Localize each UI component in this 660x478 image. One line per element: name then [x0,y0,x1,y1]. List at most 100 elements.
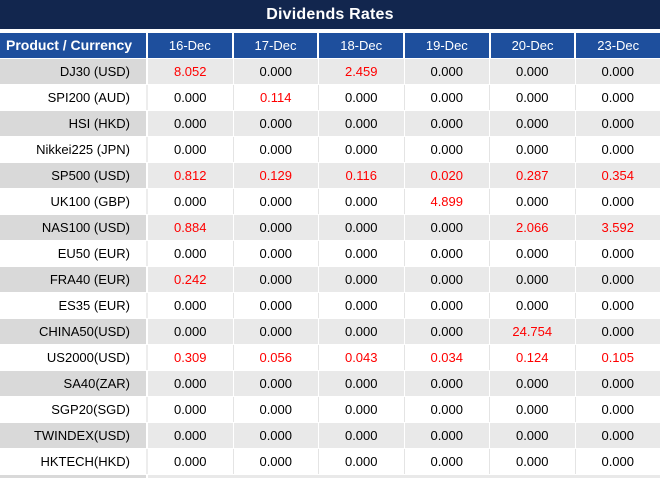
value-cell: 0.000 [490,267,576,292]
value-cell: 0.000 [233,319,319,344]
value-cell: 0.309 [148,345,234,370]
value-cell: 0.000 [148,241,234,266]
value-cell: 3.592 [575,215,660,240]
value-cell: 0.000 [404,241,490,266]
product-cell: US2000(USD) [0,345,148,370]
partial-next-row-product-cell [0,475,148,478]
value-cell: 0.000 [404,137,490,162]
value-cell: 0.000 [148,449,234,474]
table-row: US2000(USD) 0.309 0.056 0.043 0.034 0.124 0.10… [0,345,660,371]
column-header-date: 23-Dec [597,38,640,53]
product-cell: HSI (HKD) [0,111,148,136]
product-cell: DJ30 (USD) [0,59,148,84]
value-cell: 0.000 [319,397,405,422]
value-cell: 0.000 [490,59,576,84]
product-cell: SP500 (USD) [0,163,148,188]
value-cell: 0.000 [404,215,490,240]
value-cell: 0.000 [233,241,319,266]
column-header-date: 16-Dec [148,33,234,58]
value-cell: 0.000 [319,137,405,162]
product-cell: EU50 (EUR) [0,241,148,266]
value-cell: 0.000 [404,85,490,110]
value-cell: 0.000 [490,111,576,136]
value-cell: 0.000 [575,371,660,396]
column-header-date: 20-Dec [491,33,577,58]
value-cell: 0.000 [148,371,234,396]
value-cell: 0.000 [319,85,405,110]
value-cell: 0.000 [575,397,660,422]
table-row: SA40(ZAR) 0.000 0.000 0.000 0.000 0.000 0.000 [0,371,660,397]
value-cell: 0.000 [404,59,490,84]
value-cell: 0.000 [148,319,234,344]
product-cell: ES35 (EUR) [0,293,148,318]
value-cell: 0.000 [233,293,319,318]
value-cell: 0.000 [490,189,576,214]
value-cell: 0.000 [575,423,660,448]
value-cell: 0.000 [319,111,405,136]
value-cell: 4.899 [404,189,490,214]
value-cell: 0.000 [490,293,576,318]
value-cell: 0.000 [490,241,576,266]
table-row: SGP20(SGD) 0.000 0.000 0.000 0.000 0.000 0.000 [0,397,660,423]
value-cell: 0.000 [148,85,234,110]
value-cell: 0.000 [319,215,405,240]
table-row: ES35 (EUR) 0.000 0.000 0.000 0.000 0.000 0.000 [0,293,660,319]
title-divider [0,29,660,33]
value-cell: 0.000 [148,423,234,448]
value-cell: 0.000 [233,59,319,84]
value-cell: 0.043 [319,345,405,370]
value-cell: 0.020 [404,163,490,188]
value-cell: 0.242 [148,267,234,292]
value-cell: 0.116 [319,163,405,188]
value-cell: 0.000 [319,371,405,396]
product-cell: NAS100 (USD) [0,215,148,240]
value-cell: 0.000 [404,319,490,344]
product-cell: UK100 (GBP) [0,189,148,214]
table-row: TWINDEX(USD) 0.000 0.000 0.000 0.000 0.000 0.0… [0,423,660,449]
value-cell: 0.000 [575,137,660,162]
value-cell: 0.114 [233,85,319,110]
value-cell: 0.000 [490,397,576,422]
value-cell: 0.000 [575,189,660,214]
value-cell: 0.000 [148,189,234,214]
value-cell: 0.000 [148,137,234,162]
product-cell: FRA40 (EUR) [0,267,148,292]
product-cell: SGP20(SGD) [0,397,148,422]
value-cell: 0.000 [404,449,490,474]
partial-next-row [0,475,660,478]
table-row: EU50 (EUR) 0.000 0.000 0.000 0.000 0.000 0.000 [0,241,660,267]
column-header-date: 19-Dec [405,33,491,58]
value-cell: 0.000 [575,293,660,318]
value-cell: 0.000 [575,241,660,266]
table-row: HKTECH(HKD) 0.000 0.000 0.000 0.000 0.000 0.00… [0,449,660,475]
value-cell: 0.354 [575,163,660,188]
value-cell: 0.000 [319,423,405,448]
table-row: CHINA50(USD) 0.000 0.000 0.000 0.000 24.754 0.… [0,319,660,345]
value-cell: 0.000 [575,59,660,84]
value-cell: 0.000 [233,423,319,448]
value-cell: 24.754 [490,319,576,344]
value-cell: 0.000 [490,85,576,110]
table-row: UK100 (GBP) 0.000 0.000 0.000 4.899 0.000 0.00… [0,189,660,215]
value-cell: 0.105 [575,345,660,370]
value-cell: 0.000 [575,111,660,136]
table-body: DJ30 (USD) 8.052 0.000 2.459 0.000 0.000 0.000… [0,59,660,475]
value-cell: 0.000 [148,397,234,422]
value-cell: 0.000 [233,397,319,422]
column-header-product: Product / Currency [0,33,148,58]
value-cell: 0.000 [404,371,490,396]
value-cell: 0.000 [233,111,319,136]
product-cell: TWINDEX(USD) [0,423,148,448]
table-row: SP500 (USD) 0.812 0.129 0.116 0.020 0.287 0.35… [0,163,660,189]
value-cell: 0.000 [233,215,319,240]
value-cell: 0.000 [233,449,319,474]
value-cell: 0.000 [319,449,405,474]
value-cell: 2.066 [490,215,576,240]
value-cell: 0.000 [404,423,490,448]
column-header-date: 18-Dec [319,33,406,58]
value-cell: 0.000 [490,137,576,162]
value-cell: 0.000 [490,371,576,396]
value-cell: 0.056 [233,345,319,370]
value-cell: 0.000 [404,267,490,292]
